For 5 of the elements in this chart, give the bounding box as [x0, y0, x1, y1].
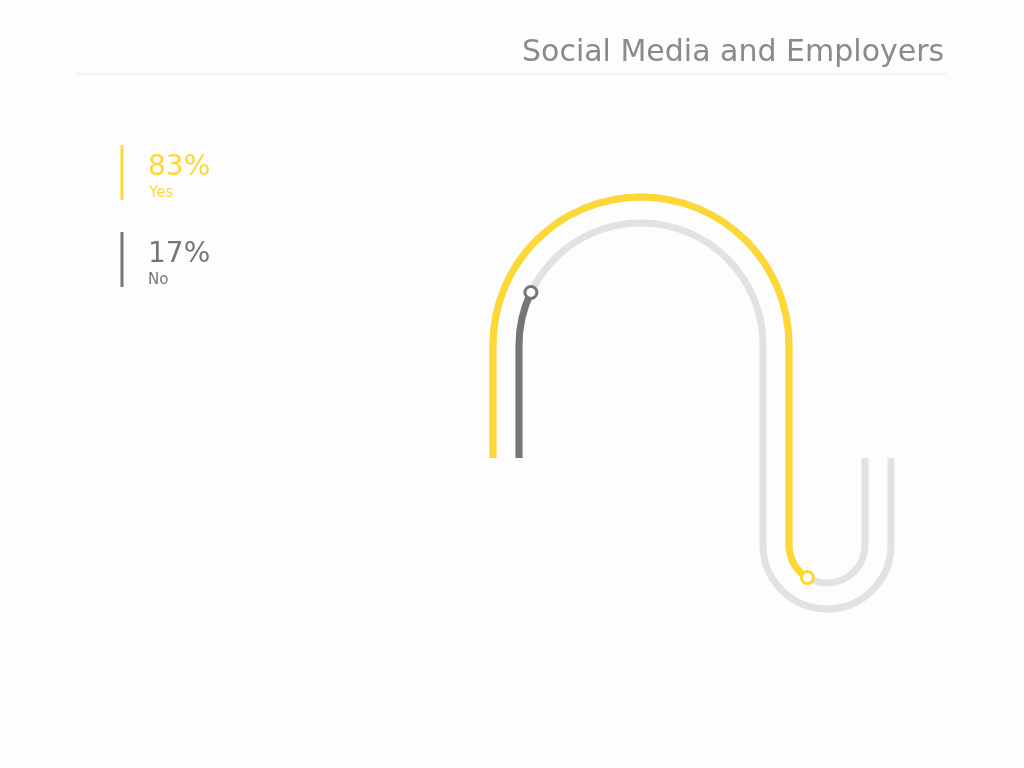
category-label: Yes: [148, 183, 174, 201]
category-label: No: [148, 270, 169, 288]
data-label: 17%: [148, 236, 211, 269]
text: Social Media and Employers: [522, 33, 945, 68]
data-label: 83%: [148, 149, 211, 182]
